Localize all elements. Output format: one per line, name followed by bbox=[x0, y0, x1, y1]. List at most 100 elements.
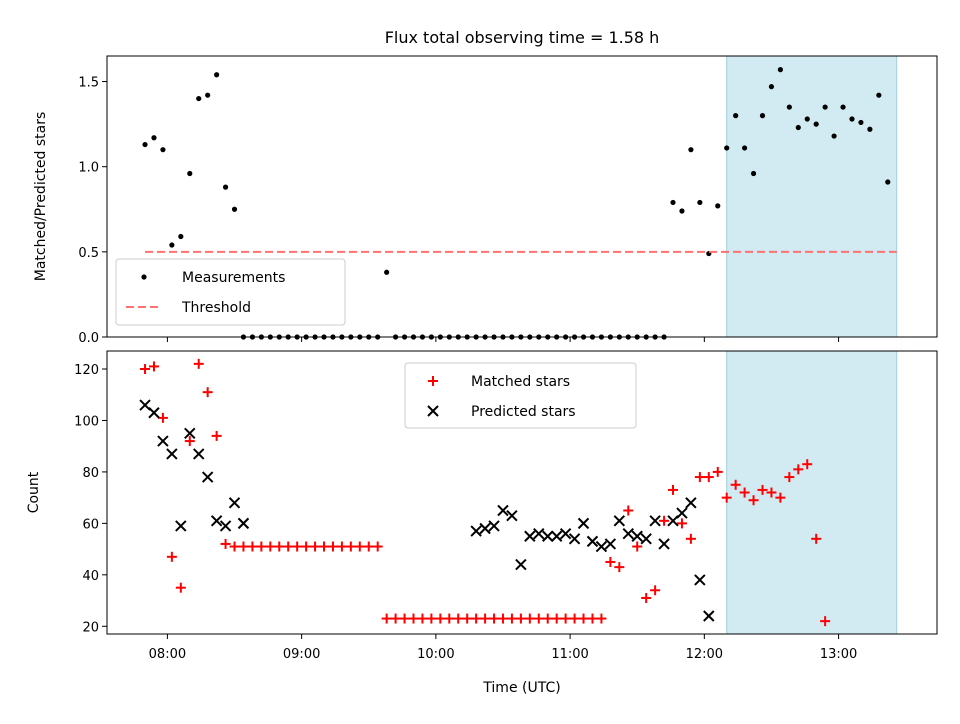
predicted-point bbox=[667, 515, 679, 527]
measurement-point bbox=[867, 126, 873, 132]
predicted-point bbox=[613, 515, 626, 527]
y-axis-label: Matched/Predicted stars bbox=[33, 112, 49, 282]
matched-point bbox=[587, 613, 598, 624]
legend-marker bbox=[427, 405, 439, 417]
predicted-point bbox=[550, 530, 563, 542]
predicted-point bbox=[676, 507, 688, 519]
predicted-point bbox=[506, 509, 518, 522]
predicted-point bbox=[219, 520, 232, 532]
measurement-point bbox=[777, 67, 783, 73]
matched-point bbox=[408, 613, 419, 624]
predicted-point bbox=[175, 520, 187, 532]
measurement-point bbox=[742, 145, 748, 151]
matched-point bbox=[157, 412, 168, 423]
matched-point bbox=[238, 541, 249, 552]
predicted-point bbox=[685, 497, 697, 509]
x-axis-label: Time (UTC) bbox=[482, 680, 560, 696]
predicted-point bbox=[658, 538, 670, 550]
ratio-panel: 0.0 0.5 1.0 1.5 Matched/Predicted stars Measu… bbox=[33, 55, 938, 346]
matched-point bbox=[676, 518, 687, 529]
matched-point bbox=[327, 541, 338, 552]
predicted-point bbox=[479, 522, 491, 535]
y-tick-label: 120 bbox=[74, 363, 99, 378]
predicted-point bbox=[649, 515, 661, 527]
plot-frame bbox=[106, 350, 938, 635]
predicted-point bbox=[524, 530, 536, 542]
matched-point bbox=[184, 436, 195, 447]
matched-point bbox=[811, 533, 822, 544]
x-tick-label: 12:00 bbox=[686, 647, 723, 662]
x-tick-label: 09:00 bbox=[283, 647, 320, 662]
y-axis-label: Count bbox=[26, 471, 42, 513]
matched-point bbox=[721, 492, 732, 503]
matched-point bbox=[489, 613, 500, 624]
matched-point bbox=[757, 484, 768, 495]
predicted-point bbox=[193, 448, 205, 460]
legend-label: Threshold bbox=[181, 300, 251, 316]
predicted-point bbox=[201, 471, 214, 483]
matched-point bbox=[659, 515, 670, 526]
measurement-point bbox=[205, 92, 211, 98]
measurement-point bbox=[858, 119, 864, 126]
measurement-point bbox=[222, 184, 229, 190]
measurement-point bbox=[715, 203, 721, 209]
x-tick-label: 08:00 bbox=[149, 647, 186, 662]
matched-point bbox=[345, 541, 356, 552]
matched-point bbox=[775, 492, 786, 503]
legend-marker bbox=[141, 274, 147, 280]
matched-point bbox=[292, 541, 303, 552]
predicted-point bbox=[640, 533, 652, 545]
matched-point bbox=[202, 387, 213, 398]
matched-point bbox=[533, 613, 544, 624]
measurement-point bbox=[786, 104, 792, 110]
predicted-point bbox=[139, 399, 151, 411]
legend-label: Measurements bbox=[182, 270, 285, 286]
matched-point bbox=[175, 582, 186, 593]
matched-point bbox=[802, 459, 813, 470]
measurement-point bbox=[795, 124, 801, 131]
x-tick-label: 11:00 bbox=[551, 647, 588, 662]
predicted-point bbox=[559, 527, 572, 540]
matched-point bbox=[247, 541, 258, 552]
y-tick-label: 1.0 bbox=[78, 161, 99, 176]
matched-point bbox=[730, 479, 741, 490]
measurement-point bbox=[679, 208, 685, 214]
matched-point bbox=[578, 613, 589, 624]
matched-point bbox=[381, 613, 392, 624]
chart-title: Flux total observing time = 1.58 h bbox=[385, 28, 660, 47]
matched-point bbox=[506, 613, 517, 624]
matched-point bbox=[524, 613, 535, 624]
predicted-point bbox=[568, 533, 581, 545]
y-tick-label: 0.5 bbox=[78, 246, 99, 261]
measurement-point bbox=[849, 116, 855, 122]
matched-point bbox=[148, 361, 159, 372]
predicted-point bbox=[631, 530, 643, 542]
matched-point bbox=[596, 613, 607, 624]
count-panel: 20 40 60 80 100 120 08:00 09:00 10:00 11:00 12:00 1… bbox=[26, 350, 938, 662]
plot-frame bbox=[106, 55, 938, 338]
predicted-point bbox=[470, 525, 482, 537]
predicted-point bbox=[595, 540, 608, 553]
measurement-point bbox=[187, 170, 193, 177]
measurement-point bbox=[733, 113, 739, 119]
predicted-point bbox=[515, 558, 527, 571]
predicted-point bbox=[604, 538, 617, 550]
predicted-point bbox=[184, 427, 196, 440]
matched-point bbox=[703, 472, 714, 483]
matched-point bbox=[569, 613, 580, 624]
legend-marker bbox=[428, 376, 438, 386]
matched-point bbox=[166, 551, 177, 562]
x-tick-label: 13:00 bbox=[820, 647, 857, 662]
legend-label: Matched stars bbox=[471, 374, 570, 390]
predicted-point bbox=[488, 520, 500, 532]
legend: Matched stars Predicted stars bbox=[404, 362, 637, 429]
measurement-point bbox=[214, 72, 220, 78]
measurement-point bbox=[885, 179, 891, 185]
measurement-point bbox=[876, 92, 882, 98]
predicted-point bbox=[148, 407, 160, 419]
measurement-point bbox=[196, 95, 202, 102]
measurement-point bbox=[160, 147, 166, 153]
predicted-point bbox=[622, 527, 634, 540]
y-tick-label: 0.0 bbox=[78, 331, 99, 346]
